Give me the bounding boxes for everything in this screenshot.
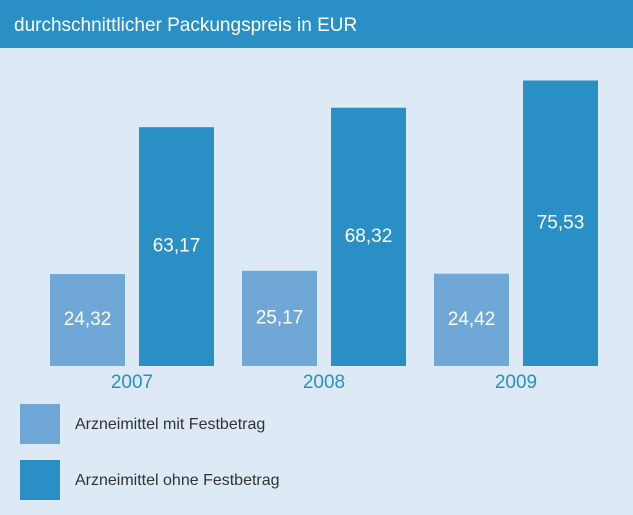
header-band bbox=[0, 0, 633, 48]
bar bbox=[434, 273, 509, 366]
value-label: 75,53 bbox=[537, 212, 585, 233]
legend-swatch bbox=[20, 404, 60, 444]
value-label: 24,32 bbox=[64, 309, 112, 330]
x-tick-label: 2008 bbox=[303, 372, 345, 393]
bar bbox=[139, 127, 214, 366]
chart-title: durchschnittlicher Packungspreis in EUR bbox=[14, 15, 357, 36]
bar bbox=[242, 270, 317, 366]
value-label: 63,17 bbox=[153, 236, 201, 257]
legend-label: Arzneimittel ohne Festbetrag bbox=[75, 472, 280, 489]
bar bbox=[331, 107, 406, 366]
legend-swatch bbox=[20, 460, 60, 500]
value-label: 68,32 bbox=[345, 226, 393, 247]
x-tick-label: 2009 bbox=[495, 372, 537, 393]
value-label: 25,17 bbox=[256, 307, 304, 328]
x-tick-label: 2007 bbox=[111, 372, 153, 393]
bar bbox=[50, 274, 125, 366]
legend-label: Arzneimittel mit Festbetrag bbox=[75, 416, 265, 433]
value-label: 24,42 bbox=[448, 309, 496, 330]
bar bbox=[523, 80, 598, 367]
